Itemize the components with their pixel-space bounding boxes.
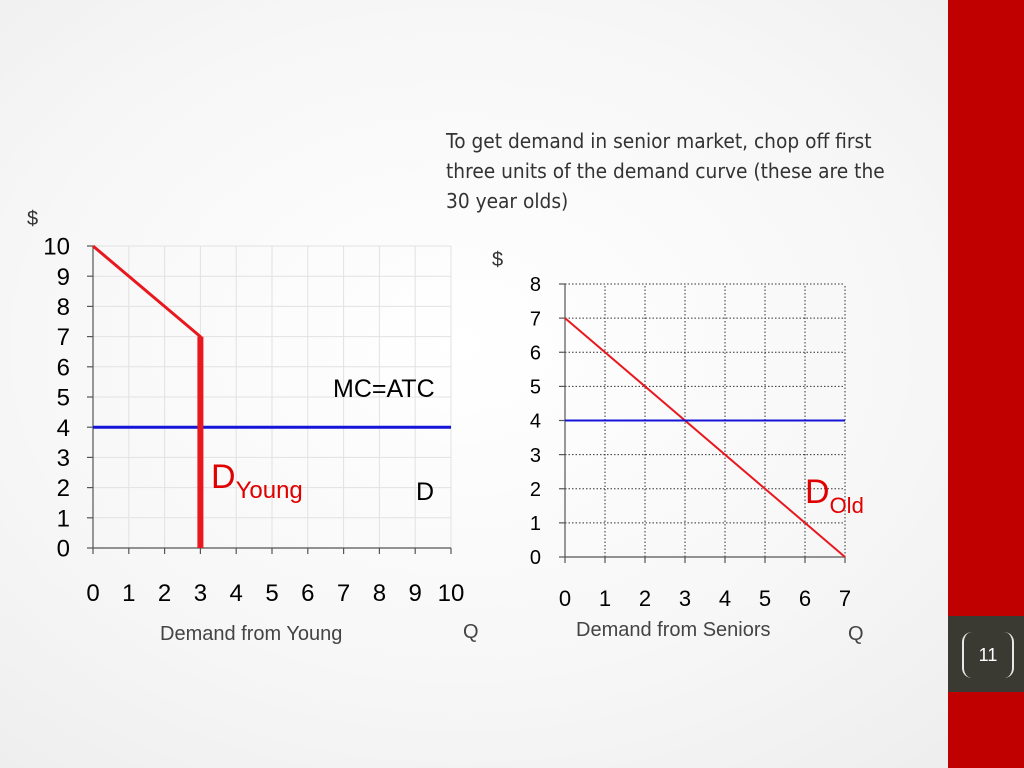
young-x-tick-label: 7 (337, 580, 350, 607)
seniors-x-tick-label: 0 (559, 586, 571, 611)
seniors-demand-line (565, 318, 845, 557)
seniors-series (565, 318, 845, 557)
young-demand-label: DYoung (211, 458, 303, 504)
young-y-tick-label: 5 (57, 385, 70, 412)
young-y-tick-label: 10 (43, 234, 70, 261)
seniors-y-tick-label: 8 (530, 274, 541, 296)
young-y-tick-label: 7 (57, 324, 70, 351)
young-x-tick-label: 8 (373, 580, 386, 607)
seniors-y-tick-label: 2 (530, 479, 541, 501)
seniors-y-tick-label: 0 (530, 547, 541, 569)
chart-seniors: 0 1 2 3 4 5 6 7 8 0 1 2 3 4 5 6 7 $ Demand from Seniors… (492, 249, 864, 645)
seniors-demand-label-main: D (805, 473, 830, 511)
young-x-tick-label: 2 (158, 580, 171, 607)
young-y-tick-label: 3 (57, 445, 70, 472)
seniors-x-tick-label: 7 (839, 586, 851, 611)
young-y-tick-label: 9 (57, 264, 70, 291)
seniors-y-tick-label: 6 (530, 342, 541, 364)
seniors-dollar-label: $ (492, 249, 503, 271)
young-x-tick-label: 0 (86, 580, 99, 607)
young-y-tick-label: 4 (57, 415, 70, 442)
page-number: 11 (962, 632, 1014, 678)
young-y-tick-label: 0 (57, 536, 70, 563)
young-x-tick-labels: 0 1 2 3 4 5 6 7 8 9 10 (86, 580, 464, 607)
young-demand-label-sub: Young (236, 477, 303, 504)
seniors-x-tick-label: 4 (719, 586, 731, 611)
seniors-y-tick-label: 3 (530, 445, 541, 467)
young-y-tick-label: 8 (57, 294, 70, 321)
young-mc-label: MC=ATC (333, 375, 435, 403)
young-y-tick-labels: 0 1 2 3 4 5 6 7 8 9 10 (43, 234, 70, 563)
young-x-tick-label: 6 (301, 580, 314, 607)
seniors-x-tick-label: 2 (639, 586, 651, 611)
young-x-tick-label: 5 (265, 580, 278, 607)
young-x-tick-label: 4 (230, 580, 243, 607)
seniors-y-tick-label: 7 (530, 308, 541, 330)
seniors-y-tick-label: 5 (530, 377, 541, 399)
seniors-demand-label-sub: Old (830, 493, 864, 518)
young-x-tick-label: 10 (438, 580, 465, 607)
young-y-tick-label: 1 (57, 505, 70, 532)
seniors-x-tick-label: 1 (599, 586, 611, 611)
young-x-tick-label: 1 (122, 580, 135, 607)
seniors-y-tick-labels: 0 1 2 3 4 5 6 7 8 (530, 274, 541, 569)
seniors-x-axis-title: Demand from Seniors (576, 619, 771, 641)
young-x-tick-label: 9 (409, 580, 422, 607)
seniors-x-tick-labels: 0 1 2 3 4 5 6 7 (559, 586, 851, 611)
young-y-tick-label: 2 (57, 475, 70, 502)
seniors-y-tick-label: 4 (530, 411, 541, 433)
young-x-tick-label: 3 (194, 580, 207, 607)
seniors-y-tick-label: 1 (530, 513, 541, 535)
seniors-demand-label: DOld (805, 473, 864, 518)
seniors-x-tick-label: 3 (679, 586, 691, 611)
seniors-q-label: Q (848, 623, 864, 645)
young-q-label: Q (463, 621, 479, 643)
young-dollar-label: $ (27, 208, 38, 230)
young-x-axis-title: Demand from Young (160, 623, 342, 645)
young-y-tick-label: 6 (57, 354, 70, 381)
young-demand-label-main: D (211, 458, 236, 496)
seniors-x-tick-label: 6 (799, 586, 811, 611)
young-d-label: D (416, 478, 434, 506)
seniors-x-tick-label: 5 (759, 586, 771, 611)
